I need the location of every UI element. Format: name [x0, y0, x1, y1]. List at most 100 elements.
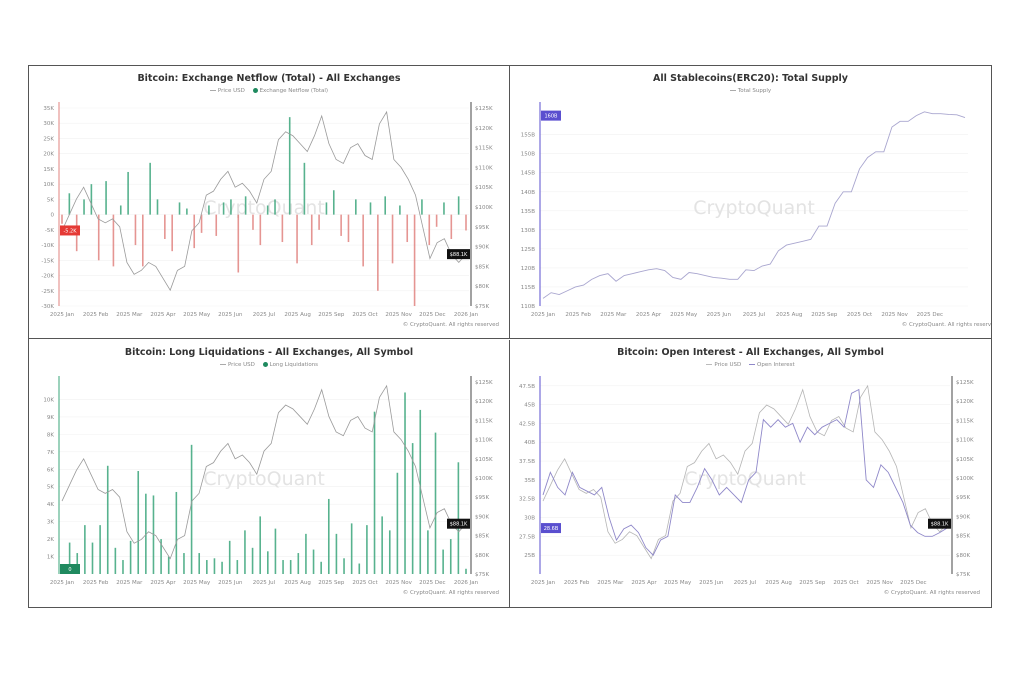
bar — [221, 561, 223, 574]
legend-price[interactable]: Price USD — [209, 88, 245, 94]
x-tick-label: 2025 Jul — [734, 580, 757, 586]
bar — [164, 214, 166, 239]
bar — [396, 472, 399, 574]
x-tick-label: 2025 Sep — [318, 312, 345, 318]
current-value-badge-left — [541, 110, 561, 121]
y-tick-label: -20K — [41, 274, 54, 280]
x-tick-label: 2025 Jul — [253, 580, 276, 586]
y-right-tick-label: $95K — [956, 495, 970, 501]
bar — [318, 214, 320, 230]
bar — [193, 214, 196, 249]
x-tick-label: 2025 Feb — [83, 312, 109, 318]
y-right-tick-label: $115K — [956, 418, 974, 424]
bar — [244, 530, 246, 574]
x-tick-label: 2025 May — [670, 312, 698, 318]
bar — [427, 530, 429, 574]
bar — [230, 199, 232, 215]
bar — [406, 214, 409, 243]
bar — [297, 553, 300, 574]
x-tick-label: 2025 Nov — [385, 580, 412, 586]
copyright-text: © CryptoQuant. All rights reserved — [902, 321, 991, 328]
legend-long-liquidations[interactable]: Long Liquidations — [262, 362, 318, 368]
current-price-badge — [928, 518, 951, 529]
y-tick-label: 9K — [47, 415, 54, 421]
bar — [105, 181, 107, 215]
current-price-badge — [447, 518, 470, 529]
x-tick-label: 2025 Jun — [218, 312, 243, 318]
bar — [449, 539, 452, 574]
bar — [68, 542, 71, 574]
y-tick-label: 110B — [521, 304, 535, 310]
y-tick-label: 47.5B — [519, 384, 535, 390]
legend-price[interactable]: Price USD — [219, 362, 255, 368]
bar — [259, 214, 262, 246]
x-tick-label: 2025 Dec — [900, 580, 926, 586]
y-right-tick-label: $105K — [475, 457, 493, 463]
x-tick-label: 2025 Jun — [218, 580, 243, 586]
bar — [419, 409, 422, 574]
bar — [312, 549, 315, 574]
bar — [281, 214, 284, 243]
current-value-left: 160B — [545, 114, 559, 120]
bar — [428, 214, 431, 246]
line-swatch-icon — [209, 90, 216, 91]
y-tick-label: 2K — [47, 537, 54, 543]
y-right-tick-label: $80K — [475, 553, 489, 559]
y-right-tick-label: $85K — [475, 264, 489, 270]
bar — [335, 533, 338, 574]
bar — [282, 560, 284, 574]
line-swatch-icon — [749, 364, 756, 365]
legend-netflow[interactable]: Exchange Netflow (Total) — [252, 88, 328, 94]
y-right-tick-label: $105K — [956, 457, 974, 463]
bar — [186, 208, 188, 215]
bar — [167, 556, 170, 574]
y-tick-label: 42.5B — [519, 421, 535, 427]
bar — [178, 202, 181, 215]
bar — [251, 547, 254, 574]
legend-open-interest[interactable]: Open Interest — [749, 362, 795, 368]
x-tick-label: 2025 Aug — [776, 312, 803, 318]
y-tick-label: 25B — [524, 553, 535, 559]
bar — [84, 525, 86, 574]
x-tick-label: 2025 Dec — [419, 312, 445, 318]
bar — [325, 202, 328, 215]
current-value-left: 0 — [68, 567, 71, 573]
bar — [206, 560, 208, 574]
copyright-text: © CryptoQuant. All rights reserved — [403, 589, 499, 596]
bar — [443, 202, 445, 215]
x-tick-label: 2025 Dec — [917, 312, 943, 318]
bar — [421, 199, 423, 215]
y-tick-label: 150B — [521, 152, 535, 158]
x-tick-label: 2025 Jan — [50, 580, 75, 586]
bar — [399, 205, 401, 215]
y-tick-label: 40B — [524, 440, 535, 446]
y-tick-label: 35B — [524, 478, 535, 484]
watermark: CryptoQuant — [693, 197, 815, 219]
y-right-tick-label: $75K — [475, 304, 489, 310]
dot-swatch-icon — [262, 362, 268, 367]
legend-total-supply[interactable]: Total Supply — [729, 88, 771, 94]
bar — [411, 443, 414, 574]
x-tick-label: 2025 Jan — [531, 580, 556, 586]
y-right-tick-label: $85K — [956, 534, 970, 540]
current-price-value: $88.1K — [450, 522, 468, 528]
y-tick-label: -5K — [45, 228, 54, 234]
bar — [266, 205, 269, 215]
bar — [106, 465, 109, 574]
y-right-tick-label: $125K — [475, 106, 493, 112]
y-tick-label: 130B — [521, 228, 535, 234]
y-tick-label: 25K — [43, 136, 54, 142]
bar — [465, 214, 467, 231]
bar — [450, 214, 453, 239]
bar — [434, 432, 437, 574]
chart-legend: Price USD Long Liquidations — [29, 362, 509, 368]
bar — [289, 560, 292, 574]
bar — [183, 553, 185, 574]
x-tick-label: 2025 May — [183, 580, 211, 586]
bar — [413, 214, 416, 306]
supply-line — [542, 111, 966, 299]
y-right-tick-label: $120K — [475, 399, 493, 405]
y-right-tick-label: $120K — [956, 399, 974, 405]
legend-price[interactable]: Price USD — [706, 362, 741, 368]
bar — [457, 462, 460, 574]
